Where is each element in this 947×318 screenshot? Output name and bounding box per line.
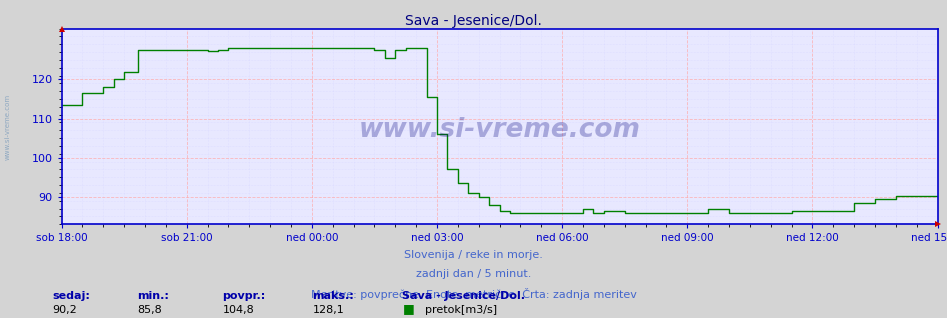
Text: min.:: min.: <box>137 291 170 301</box>
Text: 104,8: 104,8 <box>223 305 255 315</box>
Text: maks.:: maks.: <box>313 291 354 301</box>
Text: www.si-vreme.com: www.si-vreme.com <box>359 117 640 143</box>
Text: Slovenija / reke in morje.: Slovenija / reke in morje. <box>404 250 543 259</box>
Text: 128,1: 128,1 <box>313 305 345 315</box>
Text: Meritve: povprečne  Enote: metrične  Črta: zadnja meritev: Meritve: povprečne Enote: metrične Črta:… <box>311 288 636 300</box>
Text: 85,8: 85,8 <box>137 305 162 315</box>
Text: www.si-vreme.com: www.si-vreme.com <box>5 94 10 160</box>
Text: ■: ■ <box>402 302 414 315</box>
Text: zadnji dan / 5 minut.: zadnji dan / 5 minut. <box>416 269 531 279</box>
Text: pretok[m3/s]: pretok[m3/s] <box>425 305 497 315</box>
Text: Sava - Jesenice/Dol.: Sava - Jesenice/Dol. <box>402 291 526 301</box>
Text: Sava - Jesenice/Dol.: Sava - Jesenice/Dol. <box>405 14 542 28</box>
Text: 90,2: 90,2 <box>52 305 77 315</box>
Text: povpr.:: povpr.: <box>223 291 266 301</box>
Text: sedaj:: sedaj: <box>52 291 90 301</box>
